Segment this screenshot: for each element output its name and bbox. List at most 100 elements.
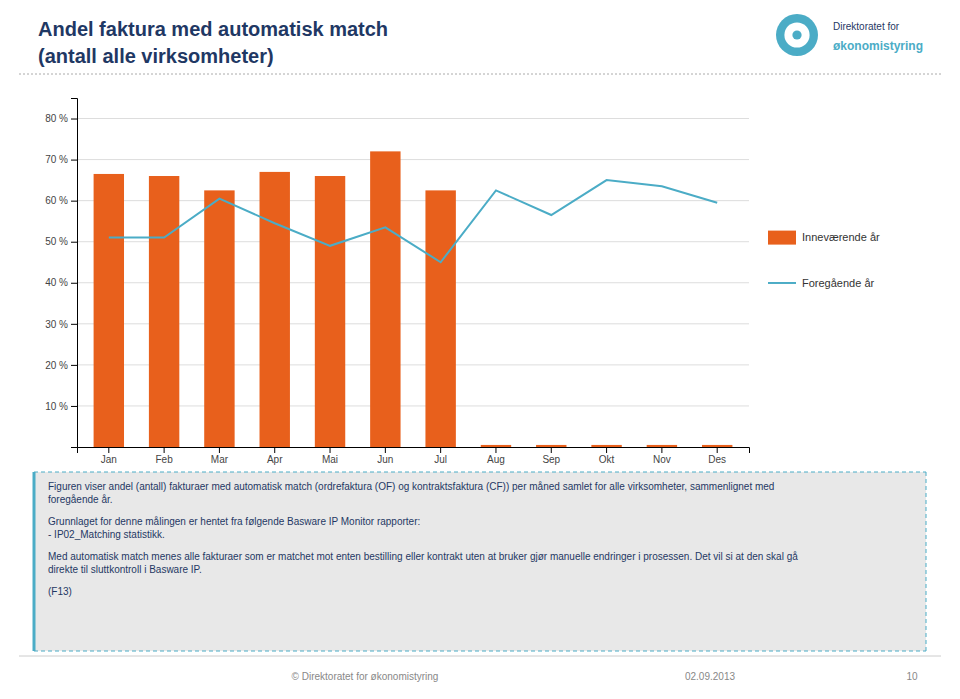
y-tick-label: 30 % <box>45 319 68 330</box>
x-tick-mark <box>440 447 441 453</box>
x-tick: Aug <box>487 447 505 465</box>
x-axis: Jan Feb Mar Apr Mai Jun Jul Aug Sep Okt Nov Des <box>78 447 750 465</box>
x-tick-label: Okt <box>599 454 615 465</box>
x-tick-mark <box>495 447 496 453</box>
x-tick-mark <box>108 447 109 453</box>
info-background <box>34 472 926 651</box>
x-tick-mark <box>551 447 552 453</box>
footer-text: 02.09.2013 <box>685 671 735 682</box>
y-tick-label: 80 % <box>45 113 68 124</box>
info-text: Med automatisk match menes alle fakturae… <box>48 551 798 575</box>
y-tick-mark <box>71 119 77 120</box>
x-tick: Feb <box>155 447 173 465</box>
x-tick-mark <box>164 447 165 453</box>
grid-line <box>77 118 749 119</box>
bar <box>536 445 566 447</box>
x-tick-label: Nov <box>653 454 671 465</box>
bar <box>591 445 621 447</box>
x-tick: Okt <box>599 447 615 465</box>
x-tick-label: Jul <box>434 454 447 465</box>
y-tick-mark <box>71 283 77 284</box>
grid-line <box>77 159 749 160</box>
y-tick: 10 % <box>45 401 77 412</box>
x-tick-label: Aug <box>487 454 505 465</box>
logo-text: økonomistyring <box>833 39 923 53</box>
y-tick-label: 50 % <box>45 236 68 247</box>
x-tick-label: Sep <box>542 454 560 465</box>
x-tick-mark <box>606 447 607 453</box>
y-tick: 50 % <box>45 236 77 247</box>
bar <box>702 445 732 447</box>
x-tick: Des <box>708 447 726 465</box>
y-tick: 40 % <box>45 277 77 288</box>
x-tick-mark <box>661 447 662 453</box>
x-tick-mark <box>219 447 220 453</box>
bar-series <box>94 151 733 447</box>
bar <box>149 176 179 447</box>
x-tick-label: Jan <box>101 454 117 465</box>
bar <box>94 174 124 447</box>
bar <box>425 190 455 447</box>
logo-dot <box>792 30 801 39</box>
y-tick-mark <box>71 201 77 202</box>
x-tick: Jul <box>434 447 447 465</box>
footer-text: © Direktoratet for økonomistyring <box>292 671 439 682</box>
y-tick-label: 20 % <box>45 360 68 371</box>
bar <box>481 445 511 447</box>
x-tick: Sep <box>542 447 560 465</box>
x-tick-label: Mar <box>211 454 229 465</box>
y-tick-label: 70 % <box>45 154 68 165</box>
footer-text: 10 <box>906 671 918 682</box>
info-text: (F13) <box>48 586 72 597</box>
info-border <box>926 472 927 651</box>
y-tick-mark <box>71 242 77 243</box>
y-tick-label: 10 % <box>45 401 68 412</box>
chart: Andel faktura med automatisk match (antal… <box>0 0 960 699</box>
logo-text: Direktoratet for <box>833 21 900 32</box>
x-tick: Jun <box>377 447 393 465</box>
bar <box>647 445 677 447</box>
info-border <box>34 472 926 473</box>
separator <box>19 74 941 75</box>
x-tick-label: Apr <box>267 454 283 465</box>
x-tick-mark <box>717 447 718 453</box>
x-tick-mark <box>330 447 331 453</box>
x-tick-mark <box>274 447 275 453</box>
y-tick: 80 % <box>45 113 77 124</box>
info-text: Figuren viser andel (antall) fakturaer m… <box>48 481 774 505</box>
legend-swatch <box>768 231 796 245</box>
info-accent <box>33 472 36 651</box>
footer-separator <box>19 656 941 657</box>
x-axis-line <box>78 448 750 454</box>
y-tick-mark <box>71 365 77 366</box>
plot-area <box>94 151 733 447</box>
bar <box>370 151 400 447</box>
line <box>109 180 717 262</box>
y-tick: 30 % <box>45 319 77 330</box>
info-box: Figuren viser andel (antall) fakturaer m… <box>34 472 926 651</box>
x-tick: Mai <box>322 447 338 465</box>
info-text: Grunnlaget for denne målingen er hentet … <box>48 516 420 540</box>
bar <box>315 176 345 447</box>
x-tick-label: Des <box>708 454 726 465</box>
y-tick: 70 % <box>45 154 77 165</box>
title: Andel faktura med automatisk match <box>38 18 388 40</box>
subtitle: (antall alle virksomheter) <box>38 45 274 67</box>
bar <box>260 172 290 447</box>
y-tick-label: 60 % <box>45 195 68 206</box>
y-tick-mark <box>71 160 77 161</box>
y-tick: 60 % <box>45 195 77 206</box>
y-tick-label: 40 % <box>45 277 68 288</box>
logo-ring <box>776 14 818 56</box>
x-tick-mark <box>385 447 386 453</box>
y-tick-mark <box>71 406 77 407</box>
legend-swatch <box>768 282 796 284</box>
bar <box>204 190 234 447</box>
x-tick-label: Mai <box>322 454 338 465</box>
legend: Inneværende årForegående år <box>768 231 880 289</box>
y-tick: 20 % <box>45 360 77 371</box>
y-axis-line <box>71 99 78 448</box>
legend-label: Foregående år <box>802 277 874 289</box>
x-tick: Mar <box>211 447 229 465</box>
y-axis: 10 % 20 % 30 % 40 % 50 % 60 % 70 % 80 % <box>45 99 77 448</box>
